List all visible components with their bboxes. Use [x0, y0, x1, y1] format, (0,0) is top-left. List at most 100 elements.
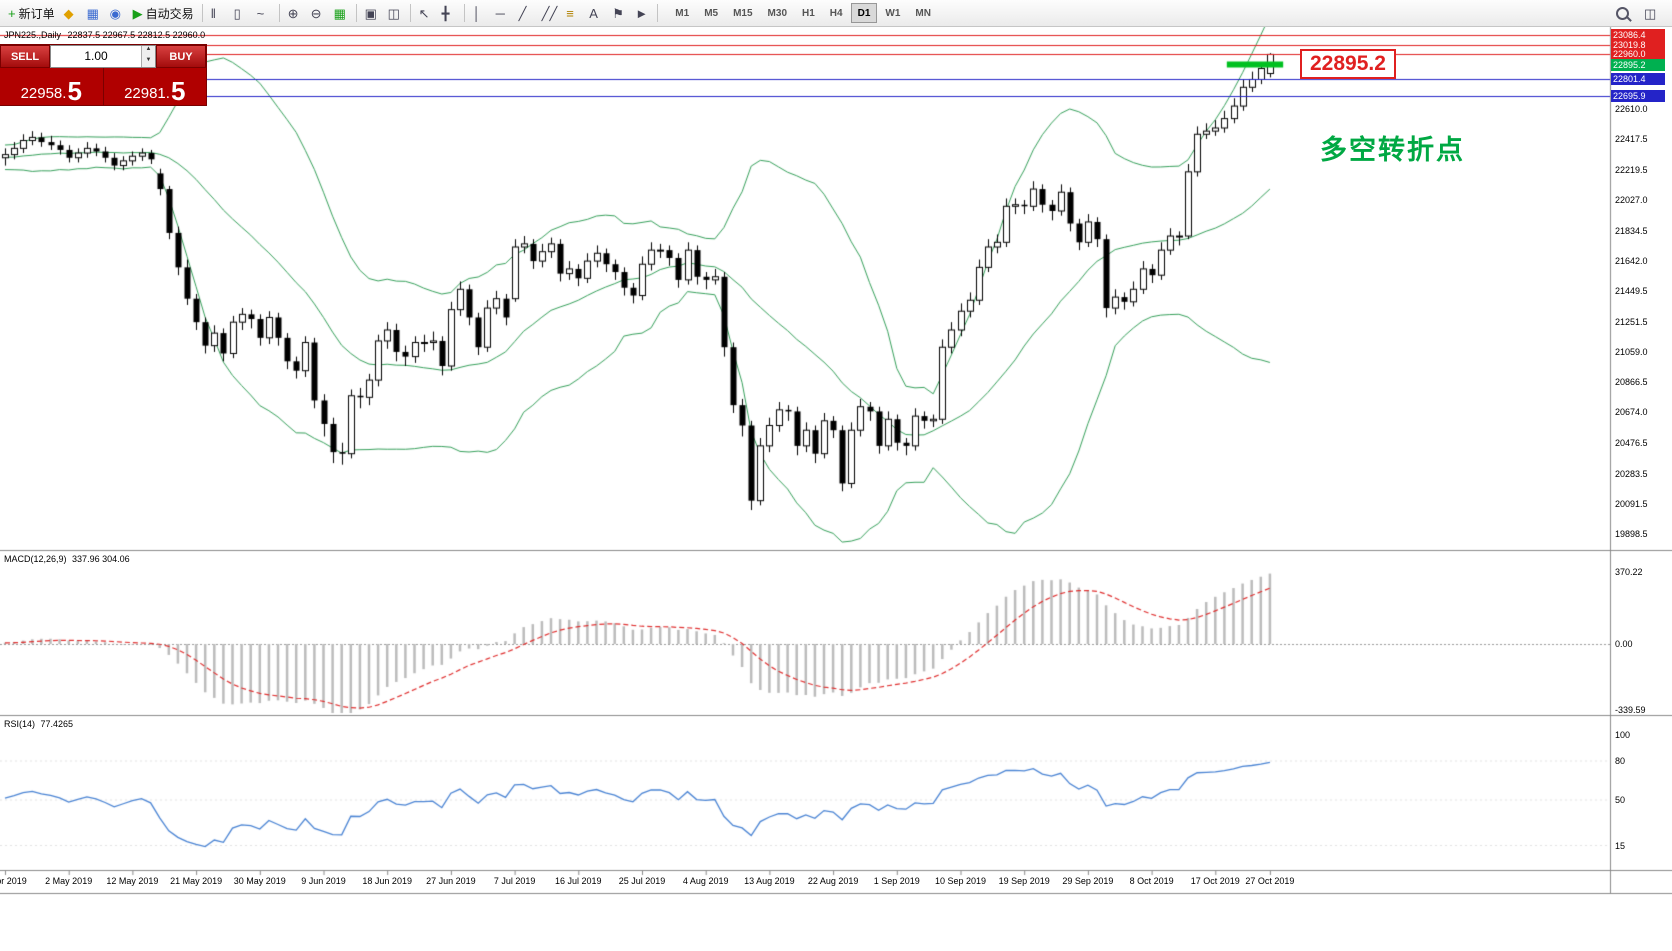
timeframe-m5[interactable]: M5 [697, 3, 725, 23]
cursor-icon: ↖ [418, 5, 430, 21]
date-axis-label: 19 Sep 2019 [998, 876, 1050, 886]
sell-price-big-digit: 5 [67, 75, 82, 106]
price-axis-label: 20476.5 [1615, 438, 1648, 448]
channel-icon: ╱╱ [541, 5, 558, 21]
fibonacci-icon: ≡ [566, 5, 574, 21]
sell-price[interactable]: 22958. 5 [0, 68, 104, 105]
price-axis-label: 22219.5 [1615, 165, 1648, 175]
trendline-button[interactable]: ╱ [515, 2, 537, 24]
rsi-name: RSI(14) [4, 719, 36, 729]
search-button[interactable] [1612, 2, 1634, 24]
market-watch-button[interactable]: ◆ [60, 2, 82, 24]
symbol-period-label: JPN225.,Daily [4, 30, 62, 40]
price-axis-label: 19898.5 [1615, 529, 1648, 539]
rsi-axis-label: 100 [1615, 730, 1631, 740]
trade-panel-prices: 22958. 5 22981. 5 [0, 68, 206, 105]
price-axis-label: 21834.5 [1615, 226, 1648, 236]
autotrading-button-label: 自动交易 [145, 6, 194, 21]
date-axis-label: 22 Aug 2019 [807, 876, 859, 886]
channel-button[interactable]: ╱╱ [538, 2, 562, 24]
autotrading-button[interactable]: ▶ 自动交易 [129, 2, 198, 24]
toolbar-separator [463, 4, 465, 22]
text-button[interactable]: A [585, 2, 607, 24]
timeframe-mn[interactable]: MN [908, 3, 938, 23]
fibonacci-button[interactable]: ≡ [562, 2, 584, 24]
price-annotation-box[interactable]: 22895.2 [1300, 48, 1396, 79]
timeframe-group: M1 M5 M15 M30 H1 H4 D1 W1 MN [668, 3, 938, 23]
candlestick-chart-button[interactable]: ▯ [230, 2, 252, 24]
line-chart-button[interactable]: ~ [253, 2, 275, 24]
timeframe-m15[interactable]: M15 [726, 3, 759, 23]
price-axis-label: 21251.5 [1615, 317, 1648, 327]
arrows-button[interactable]: ► [631, 2, 653, 24]
toolbar-separator [201, 4, 203, 22]
date-axis-label: 4 Aug 2019 [682, 876, 729, 886]
navigator-button[interactable]: ◉ [106, 2, 128, 24]
price-axis-label: 22417.5 [1615, 134, 1648, 144]
price-axis-label: 22895.2 [1611, 59, 1665, 71]
new-order-button-label: 新订单 [18, 6, 55, 21]
timeframe-h1[interactable]: H1 [795, 3, 822, 23]
zoom-in-button[interactable]: ⊕ [284, 2, 306, 24]
timeframe-w1[interactable]: W1 [878, 3, 907, 23]
layout-icon: ◫ [1644, 5, 1657, 21]
timeframe-h4[interactable]: H4 [823, 3, 850, 23]
cursor-button[interactable]: ↖ [415, 2, 437, 24]
data-window-icon: ▦ [86, 5, 99, 21]
tile-windows-button[interactable]: ▣ [361, 2, 383, 24]
buy-price[interactable]: 22981. 5 [104, 68, 207, 105]
macd-axis-label: -339.59 [1615, 705, 1646, 715]
indicators-button[interactable]: ▦ [330, 2, 352, 24]
timeframe-m30[interactable]: M30 [761, 3, 794, 23]
trendline-icon: ╱ [518, 5, 527, 21]
bar-chart-icon: ‖ [210, 5, 216, 21]
date-axis-label: 30 May 2019 [233, 876, 286, 886]
data-window-button[interactable]: ▦ [83, 2, 105, 24]
volume-input[interactable]: 1.00 [84, 49, 108, 63]
crosshair-button[interactable]: ╋ [438, 2, 460, 24]
label-button[interactable]: ⚑ [608, 2, 630, 24]
ohlc-values: 22837.5 22967.5 22812.5 22960.0 [67, 30, 206, 40]
volume-up-icon[interactable]: ▲ [142, 46, 155, 57]
date-axis-label: 27 Oct 2019 [1245, 876, 1295, 886]
timeframe-d1[interactable]: D1 [850, 3, 878, 23]
turning-point-annotation[interactable]: 多空转折点 [1320, 135, 1465, 165]
new-order-button[interactable]: + 新订单 [4, 2, 59, 24]
date-axis-label: 1 Sep 2019 [873, 876, 920, 886]
horizontal-line-button[interactable]: ─ [492, 2, 514, 24]
date-axis-label: 7 Jul 2019 [493, 876, 536, 886]
vertical-line-icon: │ [472, 5, 481, 21]
date-axis-label: 12 May 2019 [106, 876, 159, 886]
date-axis-label: 16 Jul 2019 [555, 876, 602, 886]
buy-button[interactable]: BUY [156, 45, 206, 68]
buy-price-main: 22981. [124, 84, 170, 102]
layout-button[interactable]: ◫ [1640, 2, 1662, 24]
bar-chart-button[interactable]: ‖ [207, 2, 229, 24]
price-axis-label: 22960.0 [1611, 48, 1665, 60]
vertical-line-button[interactable]: │ [469, 2, 491, 24]
macd-axis-label: 370.22 [1615, 567, 1643, 577]
price-axis-label: 20283.5 [1615, 469, 1648, 479]
timeframe-m1[interactable]: M1 [668, 3, 696, 23]
volume-box: 1.00 ▲ ▼ [50, 45, 156, 68]
toolbar-separator [278, 4, 280, 22]
trade-panel-top-row: SELL 1.00 ▲ ▼ BUY [0, 45, 206, 68]
date-axis-label: 29 Sep 2019 [1062, 876, 1114, 886]
text-icon: A [589, 5, 598, 21]
toolbar-separator [355, 4, 357, 22]
volume-spinner[interactable]: ▲ ▼ [141, 46, 155, 67]
toolbar-separator [657, 4, 659, 22]
rsi-indicator-label: RSI(14) 77.4265 [4, 719, 73, 729]
date-axis-label: 13 Aug 2019 [744, 876, 795, 886]
zoom-out-button[interactable]: ⊖ [307, 2, 329, 24]
navigator-icon: ◉ [109, 5, 121, 21]
rsi-values: 77.4265 [40, 719, 74, 729]
label-icon: ⚑ [612, 5, 624, 21]
cascade-windows-button[interactable]: ◫ [384, 2, 406, 24]
volume-down-icon[interactable]: ▼ [142, 56, 155, 67]
sell-button[interactable]: SELL [0, 45, 50, 68]
cascade-windows-icon: ◫ [387, 5, 400, 21]
zoom-out-icon: ⊖ [310, 5, 322, 21]
chart-title: JPN225.,Daily 22837.5 22967.5 22812.5 22… [4, 30, 205, 40]
